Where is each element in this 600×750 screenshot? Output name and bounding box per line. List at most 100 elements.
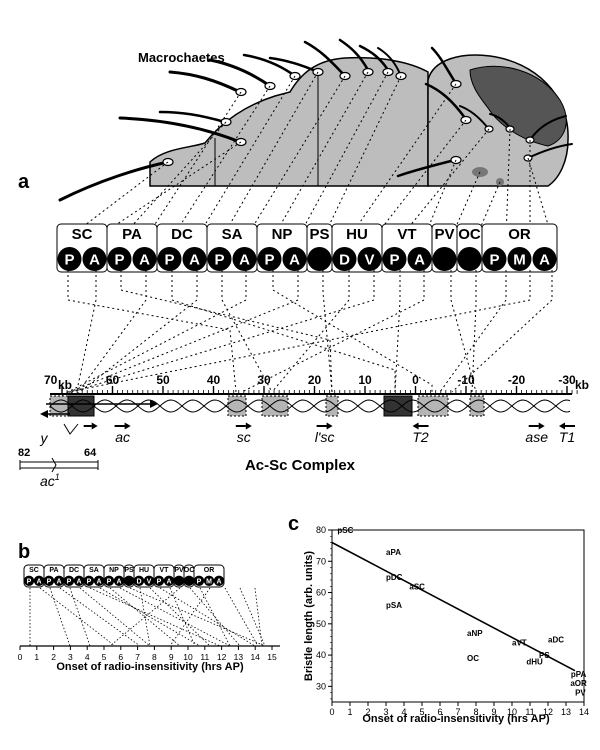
chart-ylabel: Bristle length (arb. units) [303, 551, 315, 682]
x-tick-label: 12 [543, 707, 553, 717]
bristle-letter: P [214, 251, 224, 268]
bristle-letter: P [47, 578, 52, 585]
bristle-letter: A [36, 578, 41, 585]
group-label: PS [309, 226, 329, 243]
group-sa: SA P A [206, 223, 258, 273]
x-tick-label: 10 [507, 707, 517, 717]
group-dc: DC P A [63, 564, 85, 588]
panel-b-label: b [18, 541, 30, 563]
thorax-illustration [58, 38, 573, 202]
bristle-circle [173, 575, 185, 586]
bristle-circle [83, 575, 95, 586]
scale-label: 50 [156, 373, 170, 387]
x-tick-label: 13 [561, 707, 571, 717]
bristle-letter: D [136, 578, 141, 585]
bristle-letter: A [166, 578, 171, 585]
group-np: NP P A [103, 564, 125, 588]
bristle-letter: A [539, 251, 550, 268]
panel-b-tick-label: 6 [118, 652, 123, 662]
panel-b-xlabel: Onset of radio-insensitivity (hrs AP) [56, 661, 244, 673]
bristle-circle [107, 247, 132, 271]
bristle-letter: P [87, 578, 92, 585]
data-point-psa: pSA [386, 601, 402, 610]
group-label: VT [397, 226, 416, 243]
bristle-letter: P [489, 251, 499, 268]
bristle-circle [183, 575, 195, 586]
gene-arrow-head [559, 422, 565, 430]
bristle-letter: P [264, 251, 274, 268]
gene-label: l'sc [315, 429, 335, 445]
panel-b-tick-label: 0 [18, 652, 23, 662]
bristle-circle [257, 247, 282, 271]
genome-map: 70 60 50 40 30 20 10 0 -10 -20 -30 kb kb y ac sc l'sc… [18, 373, 589, 489]
data-point-anp: aNP [467, 629, 483, 638]
group-vt: VT P A [153, 564, 175, 588]
gene-arrow-head [91, 422, 98, 430]
bristle-letter: V [364, 251, 374, 268]
group-or: OR P M A [481, 223, 558, 273]
bristle-letter: A [216, 578, 221, 585]
scale-label: 0 [412, 373, 419, 387]
panel-b-tick-label: 4 [85, 652, 90, 662]
bristle-circle [33, 575, 45, 586]
x-tick-label: 4 [401, 707, 406, 717]
bristle-letter: A [56, 578, 61, 585]
bristle-circle [153, 575, 165, 586]
group-pa: PA P A [106, 223, 158, 273]
bristle-circle [103, 575, 115, 586]
bristle-circle [113, 575, 125, 586]
gene-label: ac [115, 429, 130, 445]
bristle-circle [507, 247, 532, 271]
bristle-circle [132, 247, 157, 271]
group-label: DC [69, 567, 79, 574]
scale-label: -30 [558, 373, 576, 387]
bristle-circle [232, 247, 257, 271]
bristle-connectors-top [67, 71, 553, 239]
group-sc: SC P A [56, 223, 108, 273]
bristle-letter: A [239, 251, 250, 268]
scale-label: 20 [308, 373, 322, 387]
data-point-ps: PS [539, 651, 550, 660]
x-tick-label: 1 [347, 707, 352, 717]
scale-label: 60 [106, 373, 120, 387]
bristle-letter: A [289, 251, 300, 268]
bristle-circle [532, 247, 557, 271]
bristle-circle [332, 247, 357, 271]
panel-c-label: c [288, 513, 299, 535]
gene-label: T2 [412, 429, 429, 445]
bristle-letter: M [513, 251, 526, 268]
scale-label: -10 [457, 373, 475, 387]
group-label: OC [458, 226, 481, 243]
gene-arrow-head [412, 422, 419, 430]
bristle-circle [163, 575, 175, 586]
panel-b-tick-label: 1 [34, 652, 39, 662]
y-tick-label: 40 [316, 650, 326, 660]
bristle-circle [43, 575, 55, 586]
gene-arrow-head [124, 422, 131, 430]
group-pa: PA P A [43, 564, 65, 588]
panel-b-tick-label: 12 [217, 652, 227, 662]
group-label: PV [434, 226, 454, 243]
bristle-circle [282, 247, 307, 271]
group-oc: OC [183, 564, 195, 588]
bristle-letter: A [76, 578, 81, 585]
group-label: SC [72, 226, 93, 243]
macrochaetes-label: Macrochaetes [138, 50, 225, 65]
scale-unit-left: kb [58, 378, 72, 392]
x-tick-label: 2 [365, 707, 370, 717]
data-point-aor: aOR [570, 679, 587, 688]
bristle-letter: A [116, 578, 121, 585]
scale-label: 40 [207, 373, 221, 387]
bristle-letter: V [147, 578, 152, 585]
bristle-letter: P [107, 578, 112, 585]
group-oc: OC [456, 223, 483, 273]
bristle-circle [82, 247, 107, 271]
data-point-avt: aVT [512, 639, 527, 648]
panel-b-connectors [29, 587, 266, 647]
data-point-adc: aDC [548, 635, 564, 644]
panel-b-tick-label: 3 [68, 652, 73, 662]
bristle-circle [203, 575, 215, 586]
x-tick-label: 14 [579, 707, 589, 717]
bristle-circle [213, 575, 225, 586]
